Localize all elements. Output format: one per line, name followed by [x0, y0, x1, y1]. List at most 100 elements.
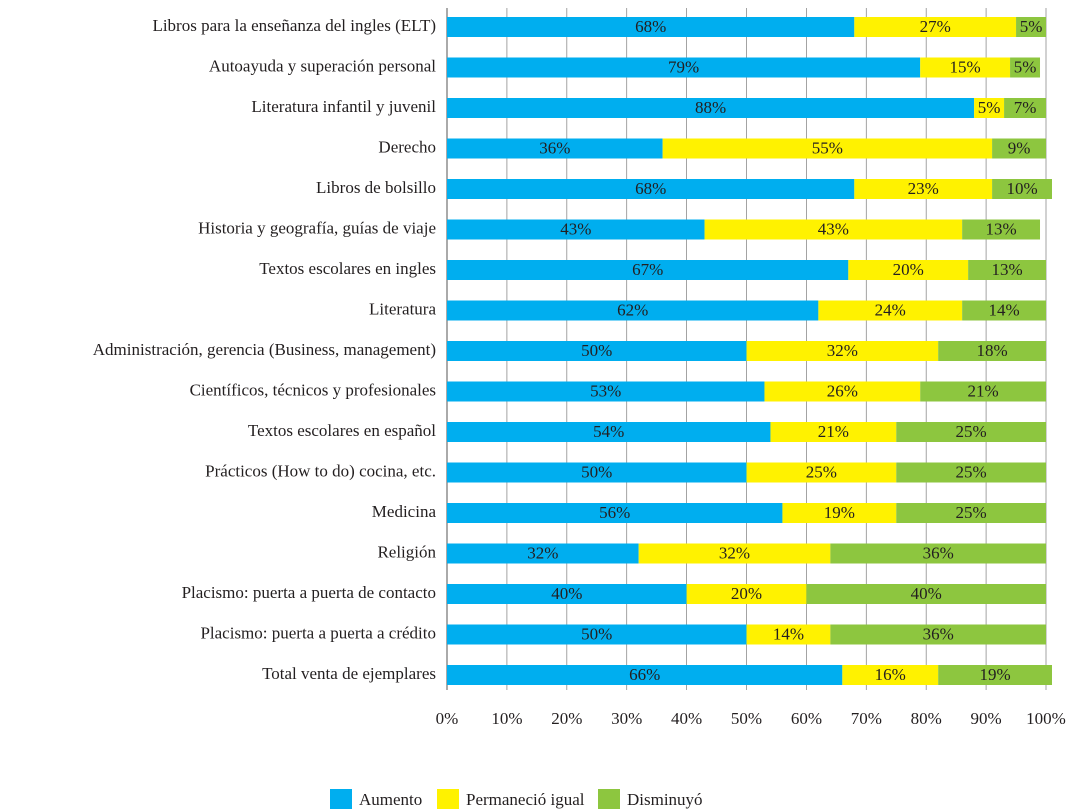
bar-segment [447, 138, 663, 159]
bar-segment [830, 624, 1046, 645]
bar-segment [447, 665, 843, 685]
y-tick-label: Historia y geografía, guías de viaje [198, 218, 436, 237]
x-tick-label: 50% [731, 709, 762, 728]
legend-label: Disminuyó [627, 790, 703, 809]
bar-segment [968, 260, 1046, 280]
data-label: 15% [950, 57, 981, 76]
bar-segment [920, 57, 1011, 78]
data-label: 19% [979, 665, 1010, 684]
legend-label: Permaneció igual [466, 790, 585, 809]
y-tick-label: Medicina [372, 502, 437, 521]
data-label: 36% [539, 138, 570, 157]
y-tick-label: Religión [377, 542, 436, 561]
bar-segment [447, 300, 819, 321]
data-label: 26% [827, 381, 858, 400]
data-label: 66% [629, 665, 660, 684]
data-label: 56% [599, 503, 630, 522]
bar-segment [806, 584, 1046, 604]
data-label: 53% [590, 381, 621, 400]
legend-swatch [437, 789, 459, 809]
data-label: 32% [527, 543, 558, 562]
bar-segment [447, 624, 747, 645]
data-label: 13% [991, 260, 1022, 279]
y-tick-label: Científicos, técnicos y profesionales [190, 380, 436, 399]
y-tick-label: Textos escolares en ingles [259, 259, 436, 278]
data-label: 19% [824, 503, 855, 522]
bar-segment [1004, 98, 1046, 118]
data-label: 43% [818, 219, 849, 238]
y-tick-label: Textos escolares en español [248, 421, 436, 440]
bar-segment [447, 179, 855, 199]
bar-segment [447, 98, 975, 118]
bar-segment [782, 503, 897, 523]
bar-segment [896, 422, 1046, 442]
x-tick-label: 30% [611, 709, 642, 728]
bar-segment [764, 381, 921, 402]
y-tick-label: Autoayuda y superación personal [209, 56, 436, 75]
x-tick-label: 10% [491, 709, 522, 728]
y-tick-label: Placismo: puerta a puerta a crédito [200, 623, 436, 642]
data-label: 18% [977, 341, 1008, 360]
data-label: 14% [988, 300, 1019, 319]
bar-segment [447, 543, 639, 564]
bar-segment [920, 381, 1046, 402]
bar-segment [1010, 57, 1041, 78]
legend-label: Aumento [359, 790, 422, 809]
data-label: 50% [581, 462, 612, 481]
data-label: 32% [719, 543, 750, 562]
bar-segment [447, 17, 855, 37]
data-label: 13% [985, 219, 1016, 238]
y-tick-label: Libros de bolsillo [316, 178, 436, 197]
bar-segment [746, 624, 831, 645]
data-label: 36% [923, 624, 954, 643]
data-label: 5% [1014, 57, 1037, 76]
data-label: 20% [893, 260, 924, 279]
bar-segment [854, 179, 993, 199]
data-label: 68% [635, 179, 666, 198]
y-tick-label: Libros para la enseñanza del ingles (ELT… [152, 16, 436, 35]
bar-segment [992, 138, 1046, 159]
data-label: 36% [923, 543, 954, 562]
data-label: 32% [827, 341, 858, 360]
bar-segment [896, 503, 1046, 523]
bar-segment [854, 17, 1017, 37]
data-label: 40% [551, 584, 582, 603]
data-label: 50% [581, 624, 612, 643]
data-label: 20% [731, 584, 762, 603]
bar-segment [746, 341, 939, 361]
x-tick-label: 70% [851, 709, 882, 728]
bar-segment [447, 503, 783, 523]
data-label: 25% [956, 503, 987, 522]
data-label: 21% [818, 422, 849, 441]
bar-segment [992, 179, 1052, 199]
bar-segment [842, 665, 939, 685]
data-label: 14% [773, 624, 804, 643]
bar-segment [447, 57, 921, 78]
bar-segment [746, 462, 897, 483]
bar-segment [962, 300, 1046, 321]
bar-segment [447, 341, 747, 361]
bar-segment [686, 584, 807, 604]
bar-segment [848, 260, 969, 280]
bar-segment [447, 462, 747, 483]
data-label: 9% [1008, 138, 1031, 157]
data-label: 23% [908, 179, 939, 198]
data-label: 5% [1020, 17, 1043, 36]
x-tick-label: 90% [971, 709, 1002, 728]
data-label: 43% [560, 219, 591, 238]
data-label: 40% [911, 584, 942, 603]
y-tick-label: Prácticos (How to do) cocina, etc. [205, 461, 436, 480]
bar-segment [974, 98, 1005, 118]
y-tick-label: Administración, gerencia (Business, mana… [93, 340, 436, 359]
bar-segment [638, 543, 831, 564]
bar-segment [830, 543, 1046, 564]
data-label: 88% [695, 98, 726, 117]
y-tick-label: Derecho [378, 137, 436, 156]
bar-segment [447, 260, 849, 280]
data-label: 54% [593, 422, 624, 441]
bar-segment [938, 665, 1052, 685]
x-tick-label: 40% [671, 709, 702, 728]
data-label: 55% [812, 138, 843, 157]
data-label: 27% [920, 17, 951, 36]
x-tick-label: 100% [1026, 709, 1066, 728]
